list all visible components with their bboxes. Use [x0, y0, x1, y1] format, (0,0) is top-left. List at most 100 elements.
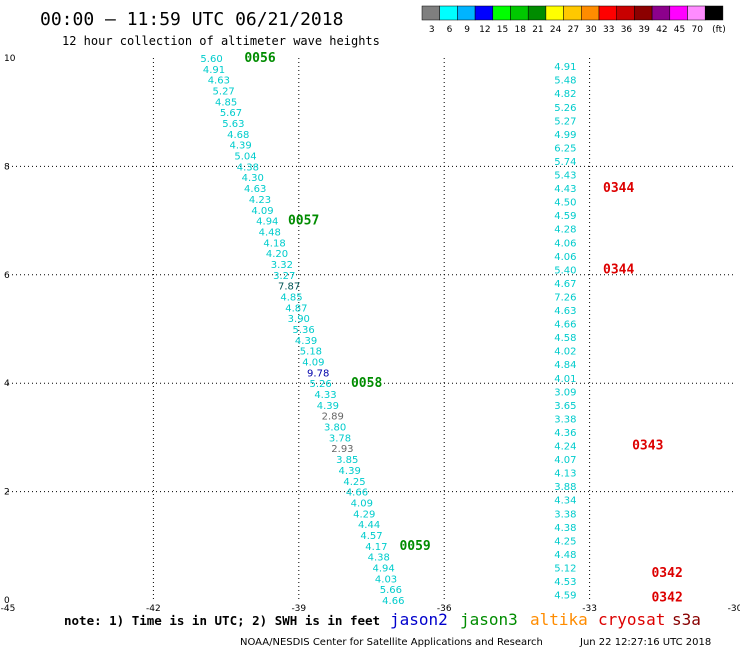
wave-height-label: 3.78: [329, 433, 351, 444]
wave-height-label: 4.20: [266, 249, 288, 260]
time-label: 0342: [651, 590, 682, 605]
colorbar-swatch: [651, 5, 671, 21]
wave-height-label: 4.07: [554, 455, 576, 466]
wave-height-label: 4.30: [242, 173, 264, 184]
y-tick-label: 6: [4, 271, 10, 281]
wave-height-label: 4.53: [554, 577, 576, 588]
time-label: 0343: [632, 439, 663, 454]
wave-height-label: 5.40: [554, 265, 576, 276]
colorbar-label: 36: [621, 25, 633, 35]
wave-height-label: 4.02: [554, 347, 576, 358]
wave-height-label: 5.48: [554, 76, 576, 87]
wave-height-label: 3.65: [554, 401, 576, 412]
time-label: 0056: [244, 51, 275, 66]
wave-height-label: 4.50: [554, 198, 576, 209]
wave-height-label: 4.84: [554, 360, 576, 371]
colorbar-swatch: [421, 5, 440, 21]
wave-height-label: 5.18: [300, 347, 322, 358]
wave-height-label: 2.89: [322, 412, 344, 423]
chart-title: 00:00 – 11:59 UTC 06/21/2018: [40, 9, 343, 30]
colorbar-swatch: [598, 5, 617, 21]
colorbar-swatch: [581, 5, 600, 21]
satellite-jason3: jason3: [460, 610, 518, 629]
wave-height-label: 4.25: [554, 536, 576, 547]
wave-height-label: 5.67: [220, 108, 242, 119]
satellite-legend: jason2 jason3 altika cryosat s3a: [390, 610, 701, 629]
colorbar-label: 45: [674, 25, 685, 35]
x-tick-label: -45: [1, 604, 16, 614]
time-label: 0342: [651, 566, 682, 581]
satellite-jason2: jason2: [390, 610, 448, 629]
x-tick-label: -39: [291, 604, 306, 614]
wave-height-label: 4.17: [365, 542, 387, 553]
time-label: 0344: [603, 262, 634, 277]
colorbar-swatch: [492, 5, 511, 21]
wave-height-label: 3.09: [554, 387, 576, 398]
wave-height-label: 4.59: [554, 211, 576, 222]
wave-height-label: 5.26: [554, 103, 576, 114]
wave-height-label: 4.85: [280, 292, 302, 303]
wave-height-label: 5.60: [200, 54, 222, 65]
chart-marks: 5.604.914.635.274.855.675.634.684.395.04…: [200, 51, 682, 607]
colorbar-swatch: [527, 5, 547, 21]
colorbar-label: (ft): [712, 25, 726, 35]
colorbar-label: 30: [585, 25, 597, 35]
wave-height-label: 5.12: [554, 563, 576, 574]
colorbar-label: 33: [603, 25, 614, 35]
wave-height-label: 4.59: [554, 591, 576, 602]
wave-height-label: 4.39: [317, 401, 339, 412]
wave-height-label: 4.09: [351, 498, 373, 509]
wave-height-label: 4.03: [375, 574, 397, 585]
colorbar-label: 18: [515, 25, 527, 35]
note-text: note: 1) Time is in UTC; 2) SWH is in fe…: [64, 613, 380, 628]
wave-height-label: 4.99: [554, 130, 576, 141]
wave-height-label: 4.82: [554, 89, 576, 100]
colorbar-swatch: [474, 5, 494, 21]
wave-height-label: 4.94: [256, 217, 278, 228]
wave-height-label: 4.67: [554, 279, 576, 290]
wave-height-label: 4.28: [554, 225, 576, 236]
wave-height-label: 4.91: [203, 65, 225, 76]
wave-height-label: 4.44: [358, 520, 380, 531]
wave-height-label: 4.85: [215, 97, 237, 108]
wave-height-label: 4.23: [249, 195, 271, 206]
wave-height-label: 4.39: [230, 141, 252, 152]
colorbar-label: 70: [692, 25, 704, 35]
wave-height-label: 5.74: [554, 157, 576, 168]
wave-height-label: 5.63: [222, 119, 244, 130]
wave-height-label: 4.09: [251, 206, 273, 217]
wave-height-label: 4.68: [227, 130, 249, 141]
wave-height-label: 4.06: [554, 252, 576, 263]
colorbar-legend: 3 6 9 12 15 18 21 24 27 30 33 36 39 42 45 70 (ft): [421, 5, 726, 35]
wave-height-label: 4.34: [554, 496, 576, 507]
colorbar-swatch: [563, 5, 582, 21]
colorbar-label: 6: [447, 25, 453, 35]
wave-height-label: 4.63: [244, 184, 266, 195]
colorbar-swatch: [457, 5, 476, 21]
wave-height-label: 3.32: [271, 260, 293, 271]
colorbar-swatch: [669, 5, 688, 21]
wave-height-label: 3.85: [336, 455, 358, 466]
colorbar-swatch: [634, 5, 653, 21]
wave-height-label: 4.38: [554, 523, 576, 534]
colorbar-label: 12: [479, 25, 490, 35]
time-label: 0058: [351, 376, 382, 391]
wave-height-label: 4.24: [554, 442, 576, 453]
wave-height-label: 3.90: [288, 314, 310, 325]
wave-height-label: 5.66: [380, 585, 402, 596]
series-cryosat: 4.91 5.48 4.82 5.26 5.27 4.99 6.25 5.74 5.43 4.43…: [554, 62, 683, 605]
wave-height-label: 5.04: [234, 152, 256, 163]
colorbar-swatch: [545, 5, 564, 21]
wave-height-label: 5.26: [309, 379, 331, 390]
satellite-altika: altika: [530, 610, 588, 629]
time-label: 0057: [288, 214, 319, 229]
wave-height-label: 3.38: [554, 414, 576, 425]
wave-height-label: 6.25: [554, 143, 576, 154]
y-tick-label: 4: [4, 379, 10, 389]
x-tick-label: -33: [582, 604, 597, 614]
y-tick-label: 8: [4, 162, 10, 172]
colorbar-label: 15: [497, 25, 508, 35]
wave-height-label: 4.38: [368, 553, 390, 564]
colorbar-swatch: [704, 5, 724, 21]
colorbar-label: 39: [638, 25, 650, 35]
